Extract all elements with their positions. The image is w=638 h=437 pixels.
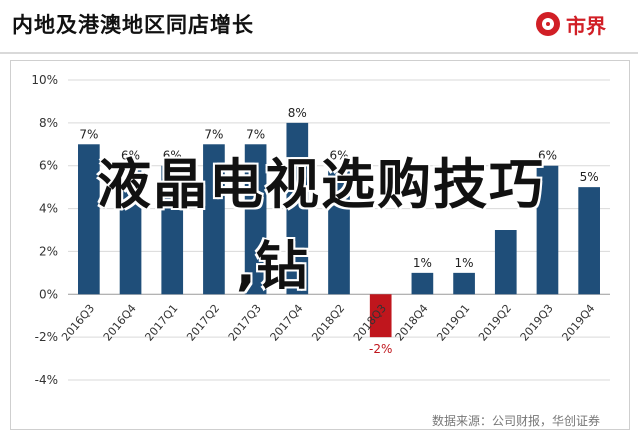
y-tick-label: -4% — [35, 373, 58, 387]
data-label: 1% — [413, 256, 432, 270]
y-tick-label: -2% — [35, 330, 58, 344]
bar — [453, 273, 475, 294]
source-note: 数据来源：公司财报，华创证券 — [432, 412, 600, 429]
data-label: 8% — [288, 106, 307, 120]
data-label: 1% — [455, 256, 474, 270]
overlay-subheading: ,钻 — [236, 224, 308, 299]
y-tick-label: 0% — [39, 287, 58, 301]
overlay-heading: 液晶电视选购技巧 — [16, 140, 626, 219]
y-tick-label: 2% — [39, 244, 58, 258]
bar — [412, 273, 434, 294]
y-tick-label: 8% — [39, 116, 58, 130]
bar — [495, 230, 517, 294]
y-tick-label: 10% — [31, 73, 58, 87]
data-label: -2% — [369, 342, 392, 356]
